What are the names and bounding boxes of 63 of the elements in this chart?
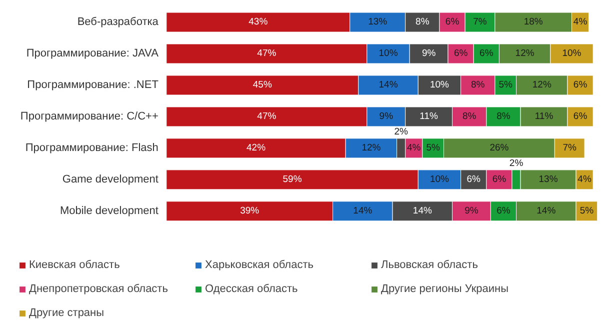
data-label: 6%: [573, 80, 588, 91]
data-label: 5%: [580, 206, 594, 217]
data-label: 13%: [538, 174, 558, 186]
y-tick-label: Программирование: Flash: [25, 142, 158, 154]
data-label: 4%: [578, 174, 592, 186]
data-label: 4%: [407, 142, 422, 154]
data-label: 7%: [473, 16, 488, 28]
y-tick-label: Mobile development: [60, 205, 158, 218]
data-label: 47%: [257, 48, 277, 60]
y-tick-label: Программирование: C/C++: [20, 110, 158, 123]
y-tick-label: Программирование: .NET: [27, 79, 159, 92]
data-label: 10%: [430, 80, 450, 91]
legend-label: Львовская область: [381, 258, 479, 272]
data-label: 8%: [416, 16, 430, 28]
data-label: 10%: [378, 48, 398, 60]
data-label: 4%: [573, 16, 588, 28]
data-label: 11%: [420, 111, 439, 122]
data-label: 12%: [532, 80, 552, 91]
data-label: 8%: [496, 111, 511, 122]
data-label: 10%: [430, 174, 450, 186]
data-label: 5%: [498, 80, 514, 91]
data-label: 10%: [562, 48, 582, 60]
data-label: 14%: [353, 206, 373, 217]
data-label: 14%: [378, 80, 398, 91]
data-label: 39%: [240, 206, 260, 217]
data-label: 13%: [368, 16, 388, 28]
y-tick-label: Программирование: JAVA: [26, 48, 160, 60]
y-tick-label: Game development: [62, 174, 158, 186]
data-label: 9%: [422, 48, 436, 60]
data-label: 6%: [496, 206, 511, 217]
data-label: 9%: [379, 111, 394, 122]
legend-label: Харьковская область: [205, 258, 314, 272]
data-label: 6%: [466, 174, 482, 186]
data-label: 14%: [412, 206, 432, 217]
data-label: 12%: [362, 142, 382, 154]
data-label: 2%: [394, 126, 408, 138]
data-label: 43%: [248, 16, 268, 28]
data-label: 2%: [509, 158, 524, 170]
data-label: 42%: [246, 142, 266, 154]
data-label: 6%: [445, 16, 460, 28]
data-label: 5%: [426, 142, 440, 154]
data-label: 47%: [257, 111, 277, 122]
data-label: 6%: [573, 111, 588, 122]
data-label: 6%: [480, 48, 494, 60]
data-label: 26%: [490, 142, 510, 154]
data-label: 11%: [534, 111, 554, 122]
data-label: 6%: [454, 48, 468, 60]
legend-label: Одесская область: [205, 282, 299, 296]
data-label: 9%: [464, 206, 479, 217]
legend-label: Киевская область: [29, 258, 121, 272]
data-label: 14%: [536, 206, 556, 217]
data-label: 18%: [524, 16, 544, 28]
y-tick-label: Веб-разработка: [77, 16, 160, 28]
data-label: 6%: [492, 174, 507, 186]
data-label: 12%: [515, 48, 535, 60]
data-label: 45%: [252, 80, 272, 91]
legend-label: Другие страны: [29, 306, 106, 320]
data-label: 59%: [282, 174, 302, 186]
legend-label: Другие регионы Украины: [381, 282, 510, 296]
data-label: 8%: [462, 111, 477, 122]
data-label: 7%: [562, 142, 578, 154]
legend-label: Днепропетровская область: [29, 282, 169, 296]
data-label: 8%: [471, 80, 486, 91]
